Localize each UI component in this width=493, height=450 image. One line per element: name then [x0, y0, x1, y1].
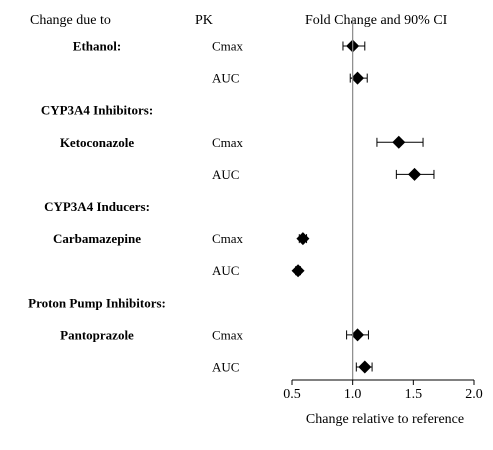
estimate-marker [291, 264, 305, 278]
ci-mark [346, 328, 369, 342]
row-label: Ethanol: [73, 39, 121, 54]
row-label: Ketoconazole [60, 135, 135, 150]
row-label: CYP3A4 Inhibitors: [41, 103, 153, 118]
x-axis-label: Change relative to reference [306, 412, 464, 427]
pk-label: Cmax [212, 327, 244, 342]
ci-mark [291, 264, 305, 278]
estimate-marker [351, 328, 365, 342]
row-label: Proton Pump Inhibitors: [28, 295, 166, 310]
pk-label: AUC [212, 360, 239, 375]
forest-rows: Ethanol: Cmax AUC CYP3A4 Inhibitors: Ketocon… [28, 39, 435, 375]
ci-mark [376, 135, 424, 149]
pk-label: AUC [212, 263, 239, 278]
header-change-due-to: Change due to [30, 13, 111, 28]
pk-label: Cmax [212, 231, 244, 246]
x-tick-label: 0.5 [283, 387, 301, 402]
header-fold-change-ci: Fold Change and 90% CI [305, 13, 448, 28]
estimate-marker [296, 232, 310, 246]
header-pk: PK [195, 13, 213, 28]
estimate-marker [408, 167, 422, 181]
pk-label: AUC [212, 167, 239, 182]
ci-mark [355, 360, 373, 374]
x-tick-label: 2.0 [465, 387, 483, 402]
estimate-marker [392, 135, 406, 149]
x-tick-label: 1.5 [405, 387, 423, 402]
ci-mark [296, 232, 310, 246]
ci-mark [395, 167, 435, 181]
row-label: Carbamazepine [53, 231, 141, 246]
row-label: CYP3A4 Inducers: [44, 199, 150, 214]
estimate-marker [358, 360, 372, 374]
x-tick-label: 1.0 [344, 387, 362, 402]
estimate-marker [351, 71, 365, 85]
pk-label: Cmax [212, 39, 244, 54]
pk-label: Cmax [212, 135, 244, 150]
ci-mark [349, 71, 368, 85]
row-label: Pantoprazole [60, 327, 134, 342]
ci-mark [342, 39, 366, 53]
pk-label: AUC [212, 71, 239, 86]
x-axis-ticks: 0.5 1.0 1.5 2.0 [283, 380, 483, 402]
